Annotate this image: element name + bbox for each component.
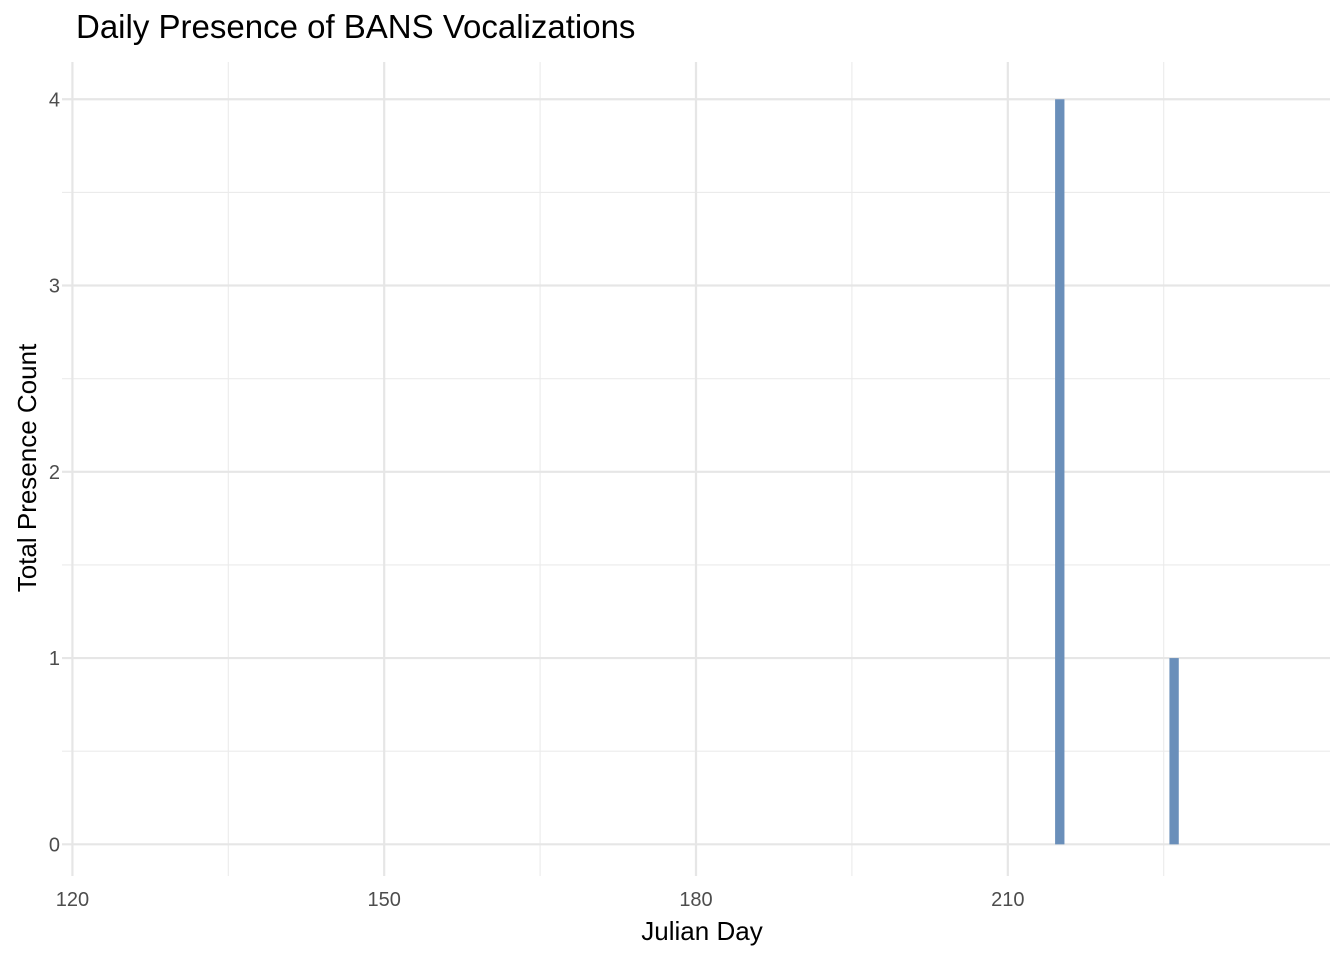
x-axis-title: Julian Day bbox=[641, 916, 762, 946]
y-tick-label: 2 bbox=[49, 462, 60, 484]
y-tick-label: 3 bbox=[49, 276, 60, 298]
y-tick-label: 4 bbox=[49, 89, 60, 111]
y-axis-title: Total Presence Count bbox=[12, 343, 42, 592]
x-tick-label: 150 bbox=[368, 889, 401, 911]
x-tick-label: 210 bbox=[991, 889, 1024, 911]
bars bbox=[1055, 99, 1179, 845]
major-gridlines bbox=[62, 62, 1330, 876]
bar bbox=[1169, 658, 1179, 845]
chart-title: Daily Presence of BANS Vocalizations bbox=[76, 8, 636, 45]
x-tick-label: 120 bbox=[56, 889, 89, 911]
x-tick-labels: 120 150 180 210 bbox=[56, 889, 1025, 911]
x-tick-label: 180 bbox=[679, 889, 712, 911]
y-tick-label: 1 bbox=[49, 648, 60, 670]
y-tick-labels: 0 1 2 3 4 bbox=[49, 89, 60, 856]
y-tick-label: 0 bbox=[49, 834, 60, 856]
bar bbox=[1055, 99, 1065, 845]
